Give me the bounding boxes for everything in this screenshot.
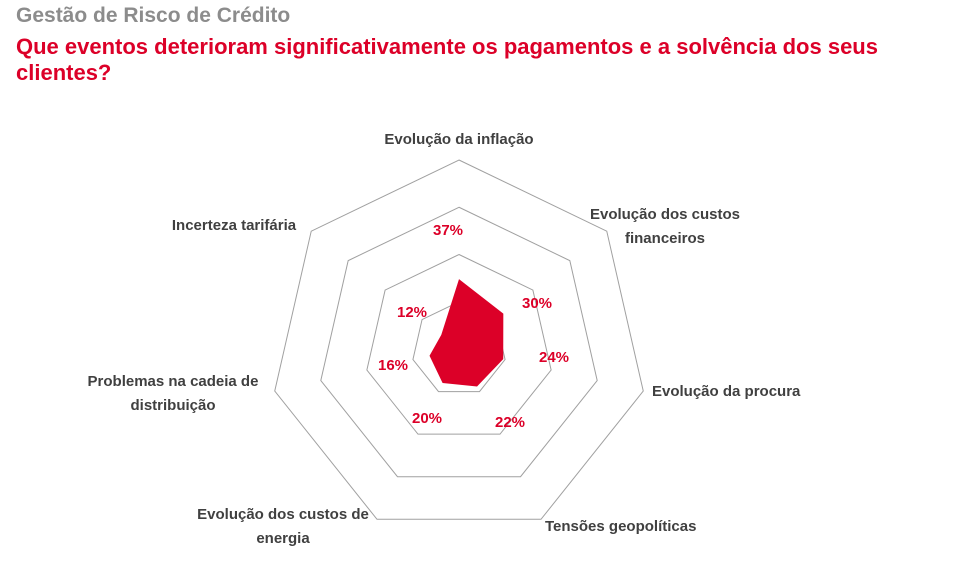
category-label: Problemas na cadeia de distribuição — [88, 373, 259, 414]
data-label: 16% — [378, 357, 408, 374]
grid-ring-3 — [274, 159, 644, 520]
chart-title: Gestão de Risco de Crédito — [16, 4, 291, 27]
grid-ring-1 — [366, 253, 552, 435]
category-label: Incerteza tarifária — [172, 217, 297, 234]
category-label: Evolução dos custos financeiros — [590, 206, 740, 247]
data-label: 12% — [397, 304, 427, 321]
category-label: Evolução da inflação — [384, 131, 533, 148]
data-area — [429, 279, 504, 387]
data-label: 20% — [412, 410, 442, 427]
data-label: 24% — [539, 349, 569, 366]
category-label: Tensões geopolíticas — [545, 518, 696, 535]
category-label: Evolução da procura — [652, 383, 801, 400]
category-label: Evolução dos custos de energia — [197, 506, 369, 547]
data-label: 22% — [495, 414, 525, 431]
data-label: 30% — [522, 295, 552, 312]
grid-ring-2 — [320, 206, 598, 478]
chart-subtitle: Que eventos deterioram significativament… — [16, 34, 878, 85]
data-label: 37% — [433, 222, 463, 239]
